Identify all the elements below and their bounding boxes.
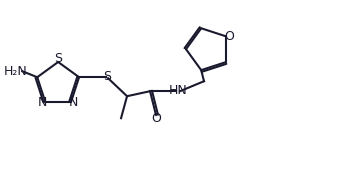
Text: S: S bbox=[103, 70, 111, 83]
Text: HN: HN bbox=[169, 84, 187, 97]
Text: S: S bbox=[54, 52, 62, 65]
Text: H₂N: H₂N bbox=[3, 65, 27, 78]
Text: O: O bbox=[224, 30, 234, 43]
Text: O: O bbox=[151, 112, 161, 125]
Text: N: N bbox=[69, 96, 79, 109]
Text: N: N bbox=[38, 96, 47, 109]
